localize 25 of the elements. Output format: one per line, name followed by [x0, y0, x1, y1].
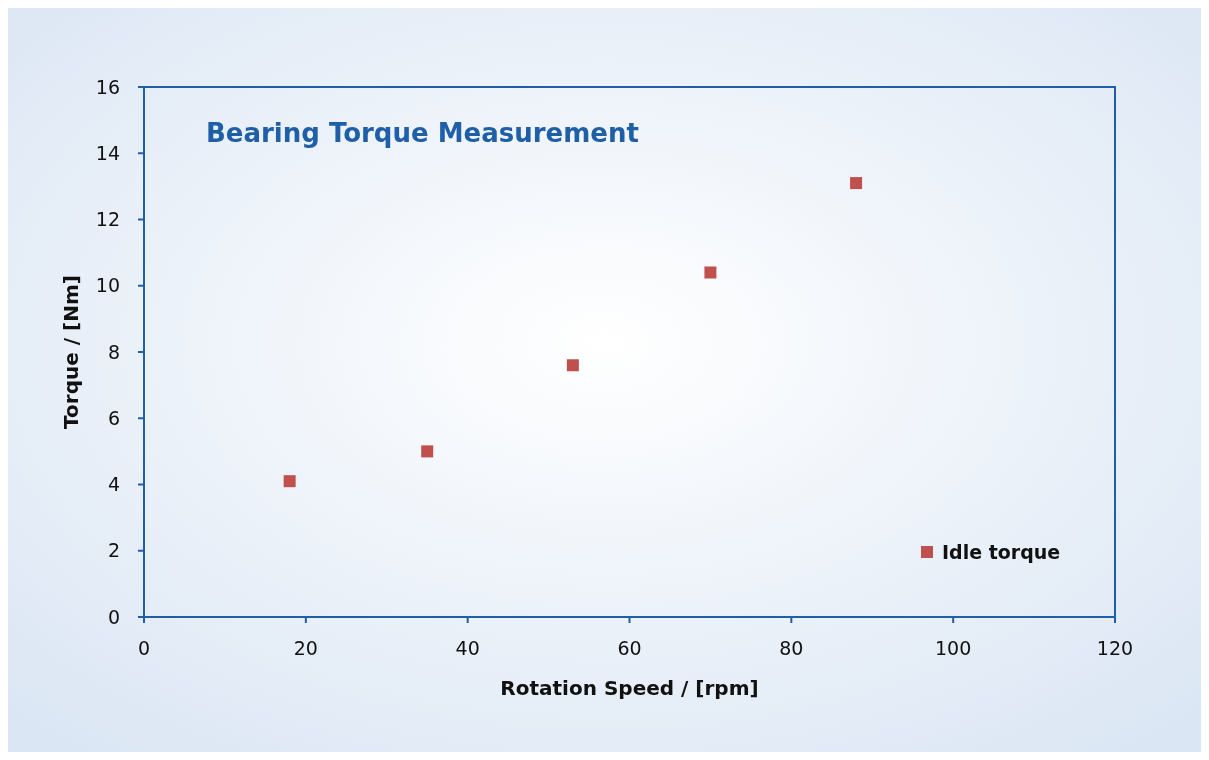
y-tick-label: 2: [107, 539, 120, 562]
x-tick-label: 0: [137, 637, 151, 659]
x-axis-title: Rotation Speed / [rpm]: [500, 676, 759, 700]
y-tick-label: 0: [107, 605, 120, 628]
point: [566, 359, 579, 372]
y-tick-label: 12: [95, 208, 120, 231]
point: [704, 266, 717, 279]
x-tick-label: 40: [455, 637, 480, 659]
x-tick-label: 120: [1096, 637, 1134, 659]
legend-label: Idle torque: [942, 540, 1061, 563]
point: [421, 445, 434, 458]
x-tick-label: 100: [935, 637, 972, 659]
y-axis-title: Torque / [Nm]: [59, 275, 83, 429]
point: [850, 177, 863, 190]
y-tick-label: 10: [95, 274, 120, 297]
x-tick-label: 20: [293, 637, 318, 659]
y-tick-label: 16: [95, 75, 120, 98]
y-tick-label: 4: [107, 473, 120, 496]
x-tick-label: 60: [617, 637, 642, 659]
y-tick-label: 8: [107, 340, 120, 363]
point: [283, 475, 296, 488]
x-tick-label: 80: [779, 637, 804, 659]
text: Bearing Torque Measurement: [206, 118, 639, 148]
y-tick-label: 6: [107, 406, 120, 429]
y-tick-label: 14: [95, 141, 120, 164]
